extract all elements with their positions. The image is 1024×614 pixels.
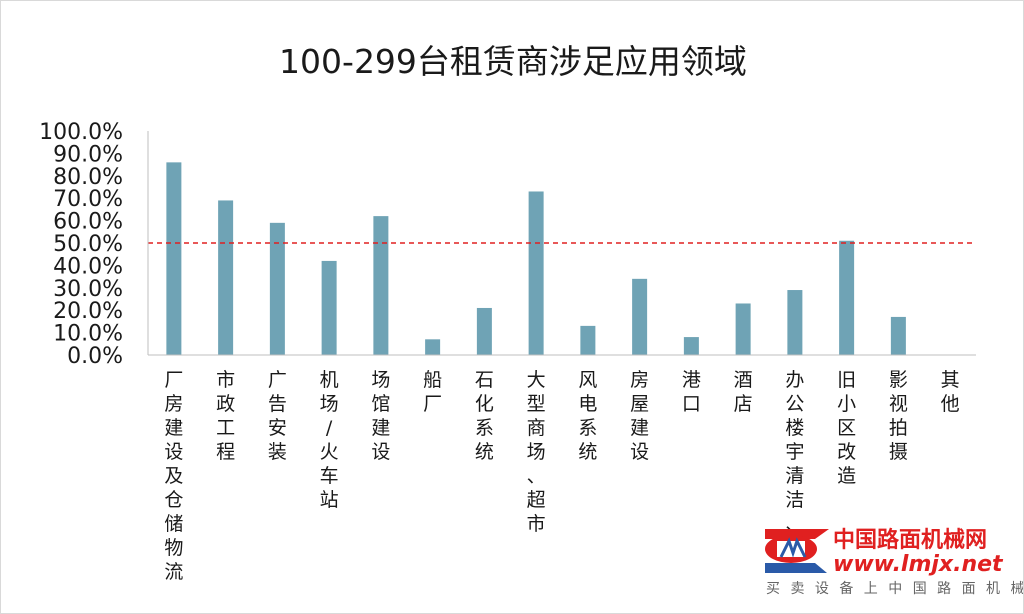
bar bbox=[735, 303, 751, 355]
x-category-label: 场馆建设 bbox=[371, 369, 390, 463]
x-category-label: 旧小区改造 bbox=[837, 369, 856, 487]
x-category-label: 广告安装 bbox=[268, 369, 287, 463]
x-category-label: 石化系统 bbox=[475, 369, 494, 463]
y-tick-label: 80.0% bbox=[53, 165, 123, 190]
bar bbox=[166, 162, 182, 355]
y-tick-label: 70.0% bbox=[53, 187, 123, 212]
bar bbox=[683, 337, 699, 355]
y-tick-label: 10.0% bbox=[53, 322, 123, 347]
bar bbox=[373, 216, 389, 355]
x-category-label: 影视拍摄 bbox=[889, 369, 908, 463]
x-category-label: 港口 bbox=[682, 369, 701, 415]
y-tick-label: 60.0% bbox=[53, 210, 123, 235]
x-category-label: 厂房建设及仓储物流 bbox=[164, 369, 183, 583]
y-tick-label: 100.0% bbox=[39, 120, 123, 145]
x-category-label: 酒店 bbox=[734, 369, 753, 415]
bar bbox=[425, 339, 441, 355]
axes bbox=[147, 131, 976, 356]
bar bbox=[476, 307, 492, 355]
bar bbox=[580, 325, 596, 355]
watermark-url: www.lmjx.net bbox=[833, 552, 1004, 577]
x-category-label: 市政工程 bbox=[216, 369, 235, 463]
watermark-subtitle: 买 卖 设 备 上 中 国 路 面 机 械 网 bbox=[766, 580, 1023, 597]
x-axis-categories: 厂房建设及仓储物流 市政工程 广告安装 机场/火车站 场馆建设 船厂 石化系统 大型商场、超市… bbox=[164, 369, 959, 583]
bar bbox=[890, 316, 906, 355]
y-tick-label: 30.0% bbox=[53, 277, 123, 302]
y-axis-ticks: 0.0%10.0%20.0%30.0%40.0%50.0%60.0%70.0%8… bbox=[39, 120, 123, 369]
bar bbox=[321, 260, 337, 355]
watermark-cn-name: 中国路面机械网 bbox=[833, 527, 987, 553]
x-category-label: 其他 bbox=[941, 369, 960, 415]
bar bbox=[787, 290, 803, 355]
y-tick-label: 40.0% bbox=[53, 254, 123, 279]
watermark-logo-icon bbox=[765, 529, 829, 573]
x-category-label: 船厂 bbox=[423, 369, 442, 415]
y-tick-label: 0.0% bbox=[67, 344, 123, 369]
bar bbox=[632, 278, 648, 355]
y-tick-label: 50.0% bbox=[53, 232, 123, 257]
bar bbox=[528, 191, 544, 355]
watermark: 中国路面机械网 www.lmjx.net 买 卖 设 备 上 中 国 路 面 机… bbox=[765, 527, 1023, 597]
y-tick-label: 90.0% bbox=[53, 142, 123, 167]
chart-title: 100-299台租赁商涉足应用领域 bbox=[279, 42, 747, 81]
bar bbox=[269, 222, 285, 355]
bars bbox=[166, 162, 906, 355]
x-category-label: 机场/火车站 bbox=[320, 369, 339, 511]
bar bbox=[839, 240, 855, 355]
bar bbox=[218, 200, 234, 355]
y-tick-label: 20.0% bbox=[53, 299, 123, 324]
x-category-label: 房屋建设 bbox=[630, 369, 649, 463]
x-category-label: 大型商场、超市 bbox=[527, 369, 546, 535]
x-category-label: 风电系统 bbox=[578, 369, 597, 463]
